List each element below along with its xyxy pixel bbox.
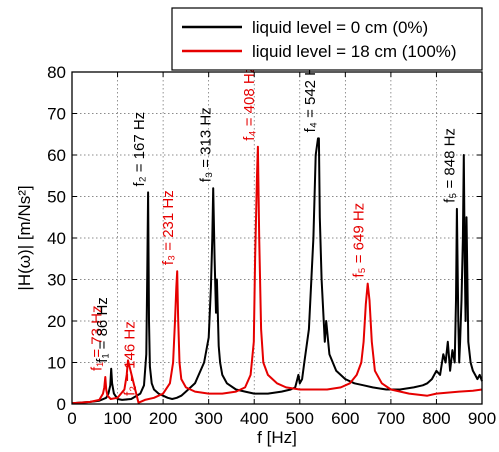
peak-annotation: f₂ = 167 Hz <box>131 112 148 187</box>
y-tick-layer: 0 10 20 30 40 50 60 70 80 <box>47 63 482 414</box>
y-tick-label: 50 <box>47 188 66 207</box>
legend-label-0: liquid level = 0 cm (0%) <box>252 18 428 37</box>
legend-box <box>171 7 483 71</box>
series-line-0 <box>71 137 483 405</box>
x-tick-layer: 0 100 200 300 400 500 600 700 800 900 <box>67 72 496 428</box>
x-tick-label: 200 <box>149 409 177 428</box>
peak-annotation: f₄ = 408 Hz <box>241 66 258 141</box>
x-tick-label: 800 <box>422 409 450 428</box>
x-tick-label: 400 <box>240 409 268 428</box>
peak-annotation: f₂ = 146 Hz <box>122 321 139 396</box>
x-tick-label: 500 <box>286 409 314 428</box>
peak-annotation: f₃ = 231 Hz <box>160 190 177 265</box>
peak-annotation: f₅ = 848 Hz <box>441 128 458 203</box>
x-tick-label: 700 <box>377 409 405 428</box>
y-tick-label: 70 <box>47 105 66 124</box>
y-tick-label: 30 <box>47 271 66 290</box>
x-tick-label: 600 <box>331 409 359 428</box>
y-tick-label: 40 <box>47 229 66 248</box>
series-layer <box>71 137 483 405</box>
series-line-1 <box>71 145 483 405</box>
peak-annotation: f₅ = 649 Hz <box>351 203 368 278</box>
peak-annotation: f₃ = 313 Hz <box>198 107 215 182</box>
legend-label-1: liquid level = 18 cm (100%) <box>252 42 457 61</box>
y-tick-label: 60 <box>47 146 66 165</box>
y-axis-label: |H(ω)| [m/Ns²] <box>15 185 34 290</box>
x-tick-label: 100 <box>103 409 131 428</box>
x-axis-label: f [Hz] <box>257 428 297 447</box>
y-tick-label: 0 <box>57 395 66 414</box>
x-tick-label: 900 <box>468 409 496 428</box>
y-tick-label: 80 <box>47 63 66 82</box>
x-tick-label: 0 <box>67 409 76 428</box>
x-tick-label: 300 <box>194 409 222 428</box>
legend: liquid level = 0 cm (0%) liquid level = 1… <box>171 7 483 71</box>
peak-annotation: f₄ = 542 Hz <box>302 57 319 132</box>
y-tick-label: 20 <box>47 312 66 331</box>
peak-annotation: f₁ = 73 Hz <box>88 306 105 372</box>
peak-annotation: f₁ = 86 Hz <box>94 297 111 363</box>
y-tick-label: 10 <box>47 354 66 373</box>
